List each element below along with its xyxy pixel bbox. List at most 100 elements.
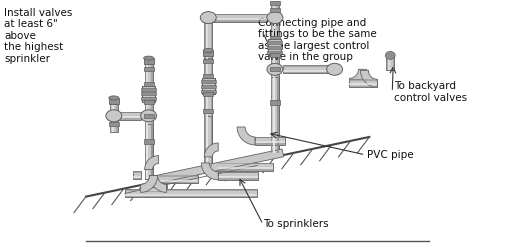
- Bar: [267, 41, 282, 44]
- Bar: [201, 85, 215, 88]
- Bar: [204, 56, 206, 167]
- Bar: [204, 18, 212, 58]
- Text: Connecting pipe and
fittings to be the same
as the largest control
valve in the : Connecting pipe and fittings to be the s…: [258, 18, 377, 62]
- Bar: [270, 36, 280, 40]
- Bar: [141, 184, 166, 192]
- Bar: [114, 112, 141, 113]
- Text: To sprinklers: To sprinklers: [263, 219, 328, 230]
- Bar: [283, 72, 335, 73]
- Bar: [133, 171, 141, 173]
- Ellipse shape: [327, 63, 342, 75]
- Ellipse shape: [203, 49, 213, 52]
- Bar: [125, 196, 257, 197]
- Bar: [142, 86, 155, 102]
- Bar: [218, 167, 273, 169]
- Bar: [218, 172, 258, 173]
- Bar: [350, 79, 377, 87]
- Bar: [133, 178, 141, 179]
- Bar: [270, 67, 280, 71]
- Bar: [110, 116, 118, 132]
- Ellipse shape: [200, 12, 216, 24]
- Bar: [270, 8, 280, 12]
- Bar: [204, 56, 212, 167]
- Bar: [141, 191, 166, 192]
- Bar: [143, 67, 153, 71]
- Bar: [388, 55, 390, 70]
- Bar: [204, 18, 206, 58]
- Bar: [143, 58, 153, 64]
- Bar: [143, 82, 153, 86]
- Bar: [283, 65, 335, 67]
- Bar: [159, 175, 198, 183]
- Ellipse shape: [143, 56, 153, 60]
- Bar: [201, 90, 215, 92]
- Bar: [255, 137, 285, 138]
- Bar: [145, 124, 153, 179]
- Bar: [143, 114, 153, 118]
- Bar: [147, 64, 148, 179]
- Text: PVC pipe: PVC pipe: [367, 150, 414, 160]
- Bar: [125, 194, 257, 196]
- Ellipse shape: [141, 110, 156, 122]
- Bar: [109, 122, 119, 126]
- Polygon shape: [350, 69, 366, 86]
- Bar: [211, 116, 212, 167]
- Ellipse shape: [385, 51, 395, 59]
- Bar: [208, 18, 267, 20]
- Polygon shape: [141, 175, 157, 192]
- Bar: [159, 182, 198, 183]
- Bar: [393, 55, 394, 70]
- Bar: [283, 70, 335, 72]
- Bar: [204, 116, 212, 167]
- Bar: [110, 104, 118, 116]
- Bar: [133, 171, 141, 179]
- Bar: [203, 59, 213, 64]
- Bar: [268, 40, 281, 55]
- Bar: [278, 0, 279, 153]
- Bar: [218, 163, 273, 171]
- Bar: [145, 64, 153, 179]
- Bar: [206, 56, 208, 167]
- Bar: [203, 92, 213, 96]
- Bar: [270, 53, 280, 57]
- Bar: [270, 100, 280, 105]
- Bar: [141, 189, 166, 191]
- Bar: [208, 14, 267, 22]
- Bar: [283, 65, 335, 73]
- Bar: [141, 184, 166, 186]
- Bar: [255, 137, 285, 145]
- Bar: [218, 163, 273, 164]
- Bar: [350, 79, 377, 81]
- Bar: [141, 97, 156, 100]
- Bar: [159, 175, 198, 177]
- Bar: [109, 98, 119, 104]
- Bar: [211, 56, 212, 167]
- Bar: [111, 116, 113, 132]
- Bar: [350, 83, 377, 85]
- Bar: [114, 116, 141, 118]
- Bar: [159, 180, 198, 182]
- Bar: [208, 20, 267, 22]
- Bar: [271, 0, 279, 153]
- Bar: [208, 14, 267, 15]
- Bar: [202, 78, 215, 94]
- Bar: [125, 190, 257, 191]
- Text: Install valves
at least 6"
above
the highest
sprinkler: Install valves at least 6" above the hig…: [5, 8, 73, 64]
- Bar: [143, 139, 153, 144]
- Bar: [151, 64, 153, 179]
- Bar: [278, 77, 279, 153]
- Bar: [201, 80, 215, 83]
- Bar: [114, 118, 141, 120]
- Polygon shape: [204, 143, 218, 157]
- Bar: [271, 77, 279, 153]
- Bar: [218, 176, 258, 178]
- Bar: [117, 116, 118, 132]
- Bar: [133, 176, 141, 178]
- Polygon shape: [237, 127, 255, 145]
- Ellipse shape: [267, 12, 283, 24]
- Bar: [272, 77, 275, 153]
- Bar: [386, 55, 388, 70]
- Ellipse shape: [106, 110, 122, 122]
- Bar: [211, 18, 212, 58]
- Bar: [203, 50, 213, 56]
